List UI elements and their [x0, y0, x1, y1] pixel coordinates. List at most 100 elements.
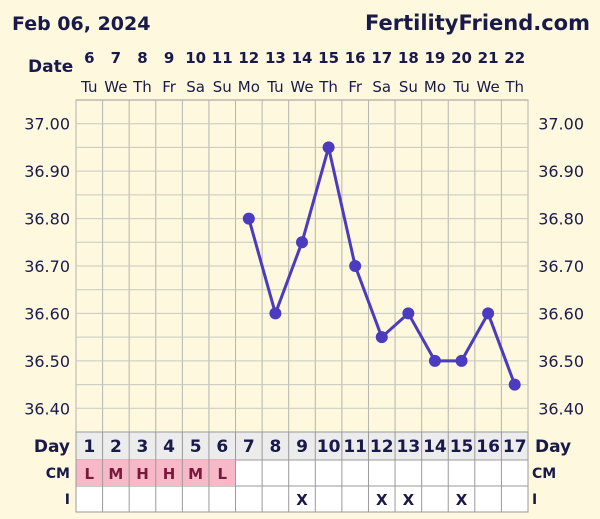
cm-cell — [182, 460, 209, 486]
chart-grid — [75, 99, 529, 513]
cm-cell — [102, 460, 130, 486]
y-tick-label-left: 36.90 — [24, 162, 70, 181]
weekday-tick-label: Su — [399, 78, 418, 96]
date-tick-label: 12 — [238, 49, 259, 67]
date-row-label: Date — [28, 57, 73, 77]
weekday-tick-label: Sa — [186, 78, 205, 96]
date-tick-label: 11 — [212, 49, 233, 67]
cycle-day-label: 13 — [397, 437, 421, 457]
temperature-series — [242, 141, 521, 391]
day-row-label-left: Day — [34, 437, 70, 457]
cm-cell — [155, 460, 183, 486]
chart-labels: Feb 06, 2024 FertilityFriend.com Date Da… — [12, 11, 590, 509]
intercourse-mark: X — [403, 491, 415, 509]
cycle-day-label: 3 — [137, 437, 149, 457]
date-tick-label: 14 — [292, 49, 313, 67]
y-tick-label-left: 36.70 — [24, 257, 70, 276]
date-tick-label: 22 — [504, 49, 525, 67]
weekday-tick-label: Sa — [372, 78, 391, 96]
y-tick-label-right: 36.70 — [538, 257, 584, 276]
cycle-day-label: 17 — [503, 437, 527, 457]
y-tick-label-right: 36.50 — [538, 352, 584, 371]
temperature-point — [242, 212, 255, 225]
y-tick-label-left: 36.60 — [24, 304, 70, 323]
weekday-tick-label: Mo — [424, 78, 446, 96]
weekday-tick-label: Fr — [348, 78, 363, 96]
cycle-day-label: 6 — [216, 437, 228, 457]
chart-date: Feb 06, 2024 — [12, 13, 150, 35]
weekday-tick-label: Tu — [266, 78, 283, 96]
temperature-point — [402, 307, 415, 320]
cm-row-label-right: CM — [532, 466, 556, 482]
weekday-tick-label: Tu — [452, 78, 469, 96]
cm-value: L — [85, 465, 95, 483]
y-tick-label-left: 36.50 — [24, 352, 70, 371]
date-tick-label: 20 — [451, 49, 472, 67]
y-tick-label-left: 36.40 — [24, 399, 70, 418]
cycle-day-label: 15 — [450, 437, 474, 457]
date-tick-label: 13 — [265, 49, 286, 67]
weekday-tick-label: Mo — [238, 78, 260, 96]
cycle-day-label: 8 — [269, 437, 281, 457]
i-row-label-left: I — [65, 492, 70, 508]
y-tick-label-right: 36.40 — [538, 399, 584, 418]
date-tick-label: 7 — [111, 49, 121, 67]
cm-cell — [208, 460, 236, 486]
cm-cell — [76, 460, 103, 486]
weekday-tick-label: We — [477, 78, 500, 96]
cm-value: M — [188, 465, 203, 483]
date-tick-label: 9 — [164, 49, 174, 67]
y-tick-label-left: 36.80 — [24, 210, 70, 229]
cycle-day-label: 1 — [83, 437, 95, 457]
cm-value: M — [108, 465, 123, 483]
date-tick-label: 6 — [84, 49, 94, 67]
weekday-tick-label: Fr — [162, 78, 177, 96]
cm-value: H — [163, 465, 176, 483]
temperature-point — [296, 236, 308, 249]
date-tick-label: 21 — [478, 49, 499, 67]
temperature-point — [455, 354, 468, 367]
temperature-point — [322, 141, 335, 154]
weekday-tick-label: We — [290, 78, 313, 96]
date-tick-label: 8 — [137, 49, 147, 67]
cycle-day-label: 5 — [190, 437, 202, 457]
cycle-day-label: 9 — [296, 437, 308, 457]
intercourse-mark: X — [376, 491, 388, 509]
y-tick-label-right: 36.90 — [538, 162, 584, 181]
i-row-label-right: I — [532, 492, 537, 508]
temperature-point — [269, 307, 282, 320]
date-tick-label: 19 — [425, 49, 446, 67]
cm-value: H — [136, 465, 149, 483]
intercourse-mark: X — [456, 491, 468, 509]
temperature-point — [428, 354, 441, 367]
day-row-label-right: Day — [535, 437, 571, 457]
temperature-point — [375, 331, 388, 344]
temperature-point — [508, 378, 521, 391]
weekday-tick-label: Su — [213, 78, 232, 96]
temperature-point — [482, 307, 495, 320]
date-tick-label: 15 — [318, 49, 339, 67]
y-tick-label-right: 37.00 — [538, 115, 584, 134]
cm-row-label-left: CM — [46, 466, 70, 482]
weekday-tick-label: Tu — [80, 78, 97, 96]
date-tick-label: 17 — [371, 49, 392, 67]
weekday-tick-label: Th — [318, 78, 338, 96]
cycle-day-label: 2 — [110, 437, 122, 457]
temperature-point — [349, 260, 362, 272]
cycle-day-label: 4 — [163, 437, 175, 457]
date-tick-label: 10 — [185, 49, 206, 67]
weekday-tick-label: Th — [132, 78, 152, 96]
cycle-day-label: 16 — [476, 437, 500, 457]
site-name: FertilityFriend.com — [365, 11, 590, 35]
cycle-day-label: 12 — [370, 437, 394, 457]
intercourse-mark: X — [296, 491, 308, 509]
weekday-tick-label: We — [104, 78, 127, 96]
cycle-day-label: 14 — [423, 437, 447, 457]
cycle-day-label: 11 — [343, 437, 367, 457]
cycle-day-label: 7 — [243, 437, 255, 457]
date-tick-label: 16 — [345, 49, 366, 67]
y-tick-label-left: 37.00 — [24, 115, 70, 134]
y-tick-label-right: 36.80 — [538, 210, 584, 229]
cm-cell — [129, 460, 156, 486]
